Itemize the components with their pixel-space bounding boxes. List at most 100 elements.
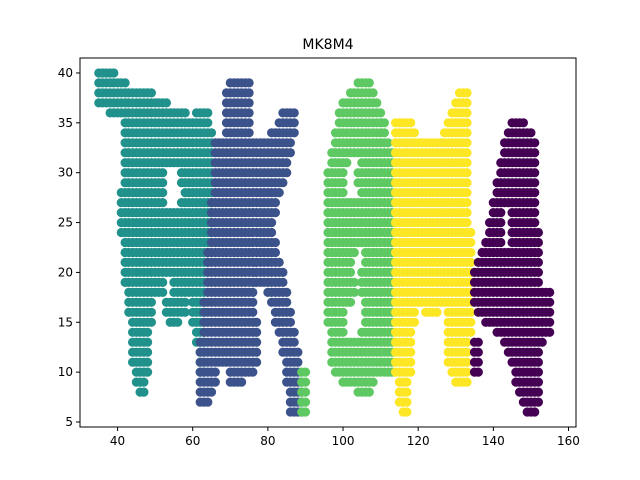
data-point (285, 148, 295, 158)
data-point (406, 118, 416, 128)
data-point (120, 78, 130, 88)
data-point (409, 307, 419, 317)
series-1 (195, 78, 307, 417)
data-point (530, 208, 540, 218)
data-point (406, 327, 416, 337)
data-point (285, 317, 295, 327)
data-point (462, 118, 472, 128)
data-point (270, 198, 280, 208)
data-point (496, 218, 506, 228)
data-point (473, 347, 483, 357)
data-point (533, 387, 544, 397)
y-tick-label: 5 (65, 415, 73, 429)
data-point (545, 287, 555, 297)
data-point (289, 128, 299, 138)
data-point (300, 387, 311, 397)
data-point (300, 407, 311, 417)
x-tick-label: 160 (557, 434, 580, 448)
data-point (143, 337, 153, 347)
data-point (109, 68, 119, 78)
data-point (146, 307, 156, 317)
data-point (338, 317, 348, 327)
data-point (537, 337, 547, 347)
data-point (545, 317, 555, 327)
data-point (289, 337, 299, 347)
data-point (533, 277, 544, 287)
data-point (406, 347, 416, 357)
data-point (267, 218, 277, 228)
data-point (462, 357, 472, 367)
data-point (545, 307, 555, 317)
data-point (300, 397, 311, 407)
data-point (338, 307, 348, 317)
data-point (402, 387, 412, 397)
data-point (158, 178, 168, 188)
data-point (466, 227, 476, 238)
data-point (143, 357, 153, 367)
data-point (462, 218, 472, 228)
data-point (473, 337, 483, 347)
data-point (338, 168, 348, 178)
y-tick-label: 10 (58, 365, 73, 379)
data-point (143, 367, 153, 377)
data-point (289, 327, 299, 337)
data-point (244, 118, 254, 128)
data-point (270, 208, 280, 218)
data-points (94, 68, 555, 417)
data-point (293, 347, 303, 357)
data-point (533, 347, 544, 357)
data-point (466, 307, 476, 317)
data-point (338, 178, 348, 188)
data-point (203, 118, 213, 128)
data-point (372, 98, 382, 108)
data-point (252, 327, 262, 337)
data-point (237, 377, 247, 387)
data-point (345, 297, 356, 307)
data-point (158, 168, 168, 178)
data-point (402, 407, 412, 417)
data-point (530, 218, 540, 228)
series-4 (469, 118, 555, 417)
x-tick-label: 60 (185, 434, 200, 448)
data-point (379, 128, 389, 138)
x-tick-label: 100 (332, 434, 355, 448)
data-point (146, 88, 156, 98)
data-point (530, 148, 540, 158)
data-point (462, 337, 472, 347)
data-point (518, 118, 529, 128)
data-point (368, 88, 378, 98)
data-point (530, 178, 540, 188)
x-tick-label: 120 (407, 434, 430, 448)
data-point (376, 108, 386, 118)
data-point (409, 317, 419, 327)
data-point (462, 158, 472, 168)
data-point (383, 138, 393, 148)
data-point (462, 138, 472, 148)
data-point (349, 287, 359, 297)
data-point (289, 108, 299, 118)
data-point (462, 198, 472, 208)
x-tick-label: 80 (260, 434, 275, 448)
data-point (180, 307, 190, 317)
data-point (252, 337, 262, 347)
data-point (282, 297, 292, 307)
data-point (282, 287, 292, 297)
series-2 (297, 78, 397, 417)
data-point (345, 267, 356, 277)
data-point (533, 397, 544, 407)
data-point (462, 377, 472, 387)
data-point (158, 198, 168, 208)
data-point (244, 78, 254, 88)
data-point (349, 247, 359, 258)
data-point (530, 198, 540, 208)
data-point (466, 237, 476, 248)
data-point (203, 108, 213, 118)
data-point (139, 387, 149, 397)
data-point (530, 407, 540, 417)
data-point (338, 188, 348, 198)
data-point (496, 227, 506, 238)
data-point (406, 357, 416, 367)
data-point (533, 267, 544, 277)
data-point (248, 297, 258, 307)
data-point (406, 367, 416, 377)
